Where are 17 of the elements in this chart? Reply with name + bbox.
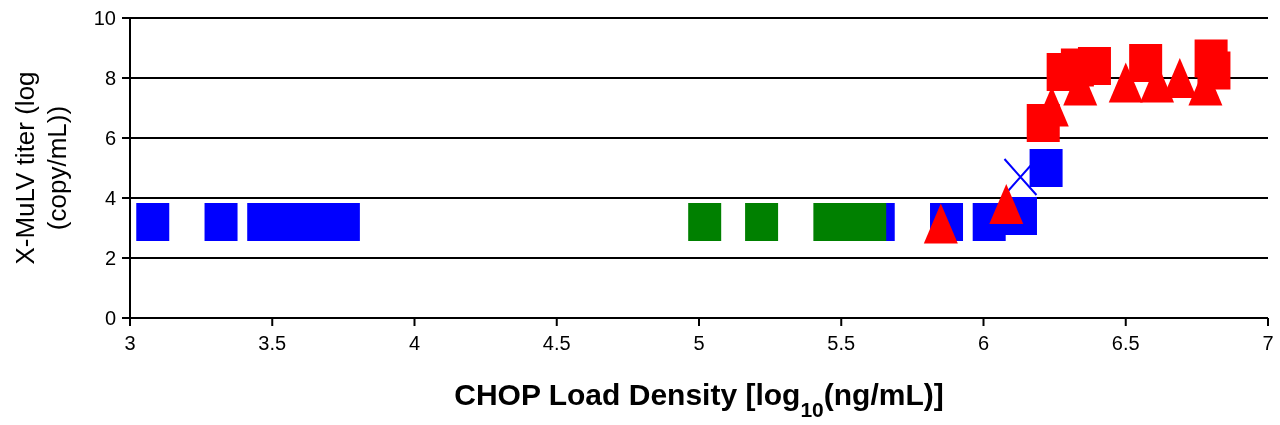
y-tick-label: 10 xyxy=(93,7,116,29)
x-tick-label: 6.5 xyxy=(1111,332,1140,354)
y-tick-label: 6 xyxy=(104,127,116,149)
y-tick-label: 8 xyxy=(104,67,116,89)
x-tick-label: 5 xyxy=(693,332,705,354)
y-tick-label: 2 xyxy=(104,247,116,269)
y-tick-label: 4 xyxy=(104,187,116,209)
y-tick-label: 0 xyxy=(104,307,116,329)
x-axis-title: CHOP Load Density [log$_{10}$(ng/mL)] xyxy=(454,378,944,421)
x-tick-label: 3.5 xyxy=(258,332,287,354)
x-tick-label: 3 xyxy=(124,332,136,354)
x-tick-label: 7 xyxy=(1262,332,1274,354)
x-tick-label: 5.5 xyxy=(827,332,856,354)
y-axis-title: X-MuLV titer (log (copy/mL)) xyxy=(10,71,72,265)
x-tick-label: 4 xyxy=(408,332,421,354)
x-tick-label: 6 xyxy=(977,332,990,354)
x-tick-label: 4.5 xyxy=(542,332,571,354)
